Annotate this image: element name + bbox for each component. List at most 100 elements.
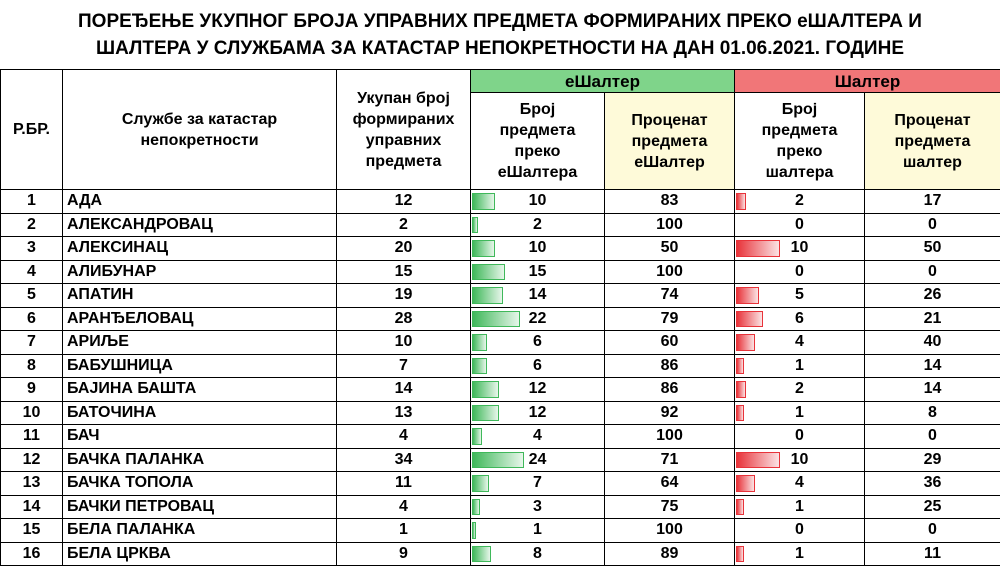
row-number: 15: [1, 519, 63, 543]
eshalter-data-bar: [472, 499, 480, 516]
office-name: АПАТИН: [63, 284, 337, 308]
shalter-percent: 11: [865, 542, 1000, 566]
shalter-percent: 26: [865, 284, 1000, 308]
eshalter-count-cell: 12: [471, 378, 605, 402]
shalter-count-cell: 1: [735, 401, 865, 425]
shalter-percent: 17: [865, 190, 1000, 214]
eshalter-count: 2: [533, 216, 542, 233]
total-cases: 15: [337, 260, 471, 284]
eshalter-count: 3: [533, 498, 542, 515]
eshalter-data-bar: [472, 381, 499, 398]
shalter-count-cell: 1: [735, 354, 865, 378]
shalter-data-bar: [736, 311, 763, 328]
office-name: БАТОЧИНА: [63, 401, 337, 425]
shalter-count-cell: 0: [735, 425, 865, 449]
eshalter-count: 6: [533, 333, 542, 350]
eshalter-percent: 83: [605, 190, 735, 214]
shalter-count-cell: 5: [735, 284, 865, 308]
eshalter-count-cell: 15: [471, 260, 605, 284]
shalter-count: 0: [795, 216, 804, 233]
total-cases: 7: [337, 354, 471, 378]
row-number: 3: [1, 237, 63, 261]
shalter-count: 2: [795, 380, 804, 397]
title-line-2: ШАЛТЕРА У СЛУЖБАМА ЗА КАТАСТАР НЕПОКРЕТН…: [96, 35, 904, 62]
shalter-percent: 36: [865, 472, 1000, 496]
shalter-percent: 29: [865, 448, 1000, 472]
office-name: БАЧКА ТОПОЛА: [63, 472, 337, 496]
comparison-table: Р.БР. Службе за катастар непокретности У…: [0, 69, 1000, 566]
shalter-percent: 0: [865, 213, 1000, 237]
header-row-groups: Р.БР. Службе за катастар непокретности У…: [1, 70, 1000, 93]
shalter-count-cell: 2: [735, 378, 865, 402]
eshalter-data-bar: [472, 287, 503, 304]
total-cases: 4: [337, 425, 471, 449]
shalter-data-bar: [736, 358, 744, 375]
row-number: 1: [1, 190, 63, 214]
eshalter-count-cell: 12: [471, 401, 605, 425]
shalter-percent: 21: [865, 307, 1000, 331]
eshalter-percent: 75: [605, 495, 735, 519]
row-number: 16: [1, 542, 63, 566]
eshalter-count-cell: 24: [471, 448, 605, 472]
eshalter-data-bar: [472, 546, 491, 563]
eshalter-percent: 92: [605, 401, 735, 425]
row-number: 12: [1, 448, 63, 472]
title-line-1: ПОРЕЂЕЊЕ УКУПНОГ БРОЈА УПРАВНИХ ПРЕДМЕТА…: [78, 8, 922, 35]
shalter-count: 1: [795, 545, 804, 562]
row-number: 10: [1, 401, 63, 425]
eshalter-count: 15: [529, 263, 547, 280]
shalter-percent: 50: [865, 237, 1000, 261]
shalter-percent: 8: [865, 401, 1000, 425]
total-cases: 2: [337, 213, 471, 237]
eshalter-count-cell: 7: [471, 472, 605, 496]
eshalter-data-bar: [472, 428, 482, 445]
eshalter-percent: 100: [605, 519, 735, 543]
header-count-shalter: Број предмета преко шалтера: [735, 93, 865, 190]
eshalter-count: 10: [529, 239, 547, 256]
row-number: 7: [1, 331, 63, 355]
total-cases: 9: [337, 542, 471, 566]
shalter-count-cell: 10: [735, 448, 865, 472]
office-name: АРАНЂЕЛОВАЦ: [63, 307, 337, 331]
shalter-data-bar: [736, 475, 755, 492]
shalter-count: 6: [795, 310, 804, 327]
office-name: БЕЛА ЦРКВА: [63, 542, 337, 566]
eshalter-count-cell: 10: [471, 190, 605, 214]
eshalter-data-bar: [472, 452, 524, 469]
office-name: АДА: [63, 190, 337, 214]
shalter-count: 1: [795, 357, 804, 374]
total-cases: 20: [337, 237, 471, 261]
eshalter-count-cell: 3: [471, 495, 605, 519]
row-number: 9: [1, 378, 63, 402]
shalter-data-bar: [736, 334, 755, 351]
eshalter-data-bar: [472, 311, 520, 328]
office-name: БЕЛА ПАЛАНКА: [63, 519, 337, 543]
eshalter-count-cell: 6: [471, 331, 605, 355]
shalter-count: 1: [795, 404, 804, 421]
eshalter-data-bar: [472, 358, 487, 375]
header-total: Укупан број формираних управних предмета: [337, 70, 471, 190]
office-name: БАЈИНА БАШТА: [63, 378, 337, 402]
shalter-count: 0: [795, 263, 804, 280]
header-count-eshalter: Број предмета преко еШалтера: [471, 93, 605, 190]
office-name: БАЧКА ПАЛАНКА: [63, 448, 337, 472]
total-cases: 14: [337, 378, 471, 402]
shalter-count-cell: 6: [735, 307, 865, 331]
shalter-data-bar: [736, 193, 746, 210]
eshalter-count-cell: 10: [471, 237, 605, 261]
eshalter-data-bar: [472, 522, 476, 539]
row-number: 13: [1, 472, 63, 496]
eshalter-percent: 86: [605, 378, 735, 402]
eshalter-data-bar: [472, 193, 495, 210]
shalter-count: 4: [795, 333, 804, 350]
shalter-count: 0: [795, 521, 804, 538]
